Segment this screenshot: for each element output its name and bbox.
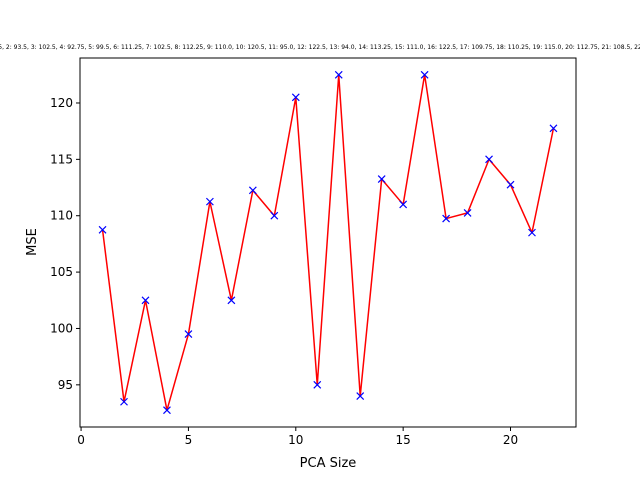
data-point-marker (248, 186, 257, 195)
marker-stroke (141, 296, 150, 305)
data-point-marker (334, 70, 343, 79)
marker-stroke (528, 228, 536, 237)
marker-stroke (291, 93, 300, 102)
data-point-marker (356, 392, 365, 401)
y-tick-label: 100 (50, 321, 73, 335)
x-tick-label: 0 (77, 433, 85, 447)
data-point-marker (549, 124, 558, 133)
data-point-marker (506, 180, 515, 189)
data-point-marker (184, 330, 193, 339)
marker-stroke (313, 380, 322, 389)
marker-stroke (442, 214, 451, 223)
x-tick-label: 15 (396, 433, 411, 447)
marker-stroke (549, 124, 558, 133)
data-point-marker (205, 197, 214, 206)
marker-stroke (377, 175, 386, 184)
x-axis-label: PCA Size (300, 456, 357, 471)
mse-series-line (101, 74, 555, 411)
data-point-marker (313, 380, 322, 389)
data-point-marker (485, 155, 493, 164)
data-point-marker (399, 200, 408, 209)
marker-stroke (356, 392, 365, 401)
marker-stroke (463, 208, 472, 217)
data-point-marker (227, 296, 236, 305)
data-series (98, 70, 558, 415)
data-point-marker (420, 70, 429, 79)
marker-stroke (98, 225, 107, 234)
data-point-marker (163, 406, 171, 415)
marker-stroke (485, 155, 493, 164)
y-tick-label: 110 (50, 209, 73, 223)
data-point-marker (98, 225, 107, 234)
marker-stroke (399, 200, 408, 209)
marker-stroke (506, 180, 515, 189)
chart-title: 1: 108.75, 2: 93.5, 3: 102.5, 4: 92.75, … (0, 44, 640, 51)
data-point-marker (528, 228, 536, 237)
marker-stroke (227, 296, 236, 305)
x-tick-label: 20 (503, 433, 518, 447)
data-point-marker (377, 175, 386, 184)
x-tick-label: 5 (185, 433, 193, 447)
marker-stroke (184, 330, 193, 339)
data-point-marker (120, 397, 128, 406)
marker-stroke (270, 211, 279, 220)
plot-frame (79, 57, 577, 428)
data-point-marker (270, 211, 279, 220)
marker-stroke (248, 186, 257, 195)
axis-ticks: 0 5 10 15 20 95 100 105 110 115 120 (50, 96, 518, 447)
y-tick-label: 115 (50, 152, 73, 166)
marker-stroke (205, 197, 214, 206)
data-point-marker (463, 208, 472, 217)
marker-stroke (420, 70, 429, 79)
data-point-marker (141, 296, 150, 305)
y-tick-label: 105 (50, 265, 73, 279)
data-point-marker (442, 214, 451, 223)
x-tick-label: 10 (288, 433, 303, 447)
y-tick-label: 120 (50, 96, 73, 110)
marker-stroke (163, 406, 171, 415)
plot-area (80, 58, 576, 427)
y-axis-label: MSE (25, 228, 40, 256)
y-tick-label: 95 (58, 378, 73, 392)
marker-stroke (334, 70, 343, 79)
data-point-marker (291, 93, 300, 102)
marker-stroke (120, 397, 128, 406)
